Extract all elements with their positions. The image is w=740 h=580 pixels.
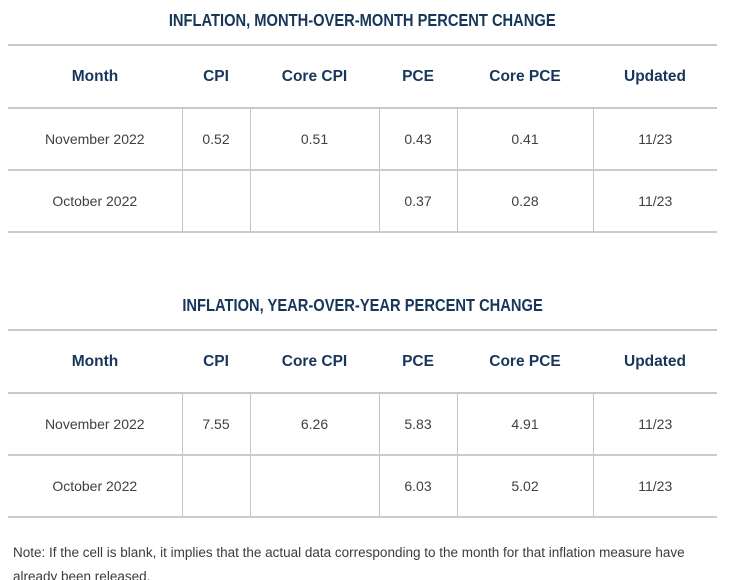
mom-table: Month CPI Core CPI PCE Core PCE Updated … [8, 44, 717, 233]
yoy-row-november-2022: November 2022 7.55 6.26 5.83 4.91 11/23 [8, 393, 717, 456]
blank-cell-footnote: Note: If the cell is blank, it implies t… [8, 541, 740, 580]
pce-cell: 0.43 [378, 108, 457, 171]
pce-cell: 6.03 [378, 455, 457, 518]
core-cpi-cell-blank [249, 455, 379, 518]
core-cpi-cell-blank [249, 170, 379, 233]
mom-table-title: INFLATION, MONTH-OVER-MONTH PERCENT CHAN… [8, 10, 717, 30]
mom-header-row: Month CPI Core CPI PCE Core PCE Updated [8, 44, 717, 109]
cpi-cell-blank [181, 455, 250, 518]
yoy-row-october-2022: October 2022 6.03 5.02 11/23 [8, 455, 717, 518]
core-cpi-cell: 0.51 [249, 108, 379, 171]
yoy-col-header-month: Month [8, 329, 182, 394]
updated-cell: 11/23 [592, 393, 717, 456]
month-cell: October 2022 [8, 455, 182, 518]
core-pce-cell: 5.02 [456, 455, 593, 518]
mom-row-november-2022: November 2022 0.52 0.51 0.43 0.41 11/23 [8, 108, 717, 171]
footnote-line-1: Note: If the cell is blank, it implies t… [13, 545, 685, 560]
yoy-col-header-core-pce: Core PCE [457, 329, 593, 394]
yoy-section: INFLATION, YEAR-OVER-YEAR PERCENT CHANGE… [8, 295, 717, 518]
month-cell: November 2022 [8, 393, 182, 456]
mom-col-header-updated: Updated [593, 44, 717, 109]
mom-col-header-cpi: CPI [182, 44, 250, 109]
core-pce-cell: 0.41 [456, 108, 593, 171]
updated-cell: 11/23 [592, 455, 717, 518]
mom-table-title-text: INFLATION, MONTH-OVER-MONTH PERCENT CHAN… [169, 10, 556, 30]
month-cell: November 2022 [8, 108, 182, 171]
yoy-col-header-core-cpi: Core CPI [250, 329, 379, 394]
month-cell: October 2022 [8, 170, 182, 233]
core-cpi-cell: 6.26 [249, 393, 379, 456]
cpi-cell: 0.52 [181, 108, 250, 171]
pce-cell: 0.37 [378, 170, 457, 233]
mom-col-header-pce: PCE [379, 44, 457, 109]
mom-row-october-2022: October 2022 0.37 0.28 11/23 [8, 170, 717, 233]
mom-col-header-month: Month [8, 44, 182, 109]
footnote-line-2: already been released. [13, 569, 151, 580]
updated-cell: 11/23 [592, 170, 717, 233]
yoy-table-title: INFLATION, YEAR-OVER-YEAR PERCENT CHANGE [8, 295, 717, 315]
yoy-header-row: Month CPI Core CPI PCE Core PCE Updated [8, 329, 717, 394]
updated-cell: 11/23 [592, 108, 717, 171]
yoy-col-header-updated: Updated [593, 329, 717, 394]
yoy-table: Month CPI Core CPI PCE Core PCE Updated … [8, 329, 717, 518]
core-pce-cell: 4.91 [456, 393, 593, 456]
yoy-table-title-text: INFLATION, YEAR-OVER-YEAR PERCENT CHANGE [182, 295, 543, 315]
pce-cell: 5.83 [378, 393, 457, 456]
mom-col-header-core-cpi: Core CPI [250, 44, 379, 109]
mom-section: INFLATION, MONTH-OVER-MONTH PERCENT CHAN… [8, 10, 717, 233]
cpi-cell-blank [181, 170, 250, 233]
core-pce-cell: 0.28 [456, 170, 593, 233]
yoy-col-header-cpi: CPI [182, 329, 250, 394]
yoy-col-header-pce: PCE [379, 329, 457, 394]
mom-col-header-core-pce: Core PCE [457, 44, 593, 109]
cpi-cell: 7.55 [181, 393, 250, 456]
